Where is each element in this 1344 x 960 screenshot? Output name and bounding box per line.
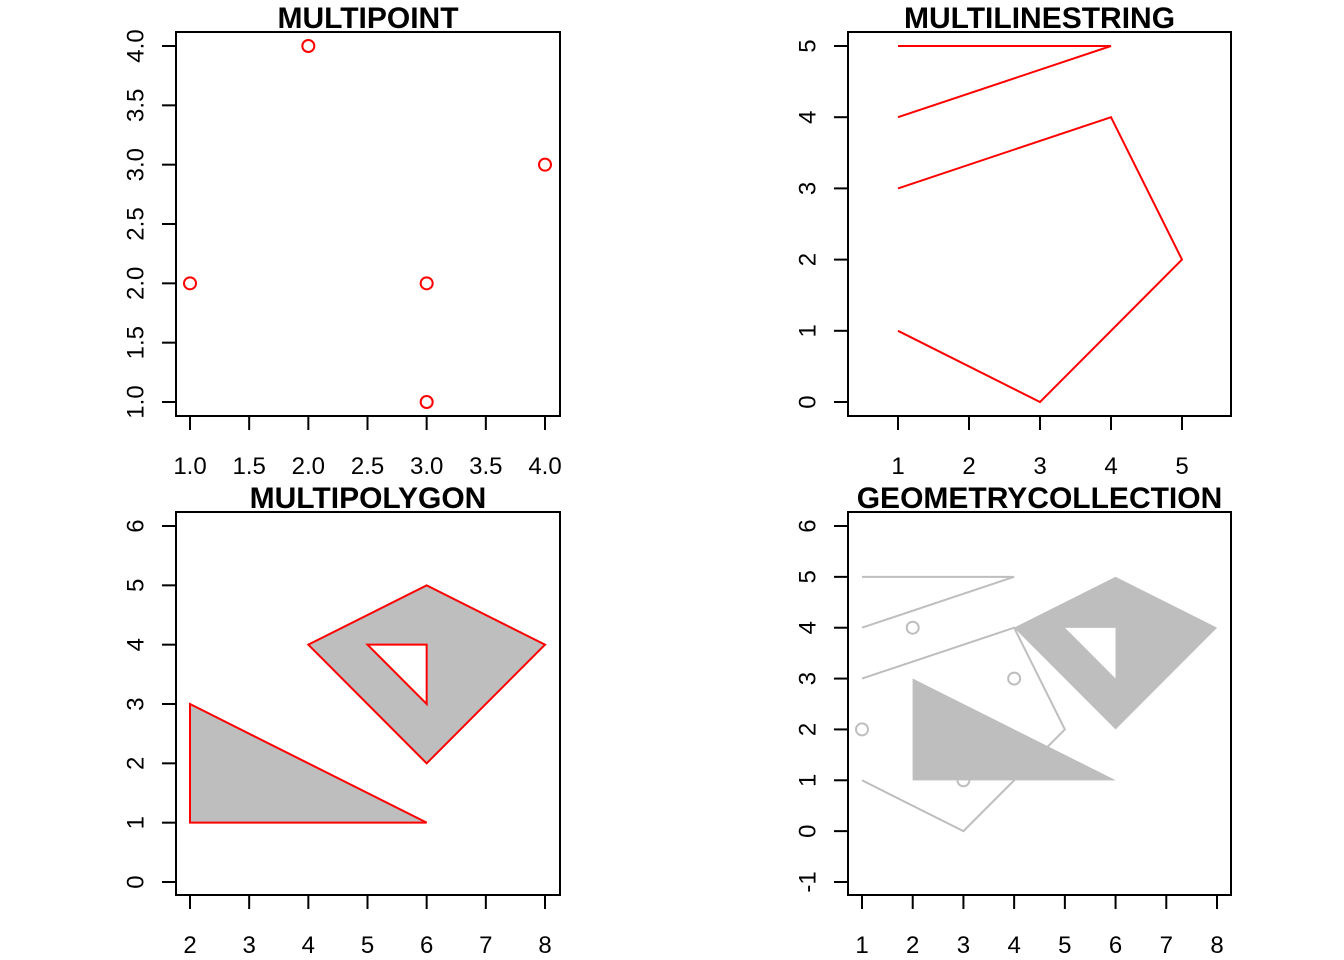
polygon [306,584,547,765]
plot-frame [847,511,1232,896]
y-axis: -1 0 1 2 3 4 5 6 [795,519,849,893]
plot-frame [175,31,561,417]
y-tick-label: 4 [123,638,150,651]
x-tick-label: 3 [242,932,255,959]
y-tick-label: 6 [795,519,822,532]
y-tick-label: -1 [795,871,822,892]
data-point [855,722,869,737]
x-tick-label: 2 [906,932,919,959]
x-tick-label: 5 [1058,932,1071,959]
plot-area [897,45,1184,404]
y-tick-label: 3 [795,182,822,195]
data-point [419,395,434,409]
y-tick-label: 4.0 [123,29,150,62]
plot-area [855,575,1217,833]
y-tick-label: 4 [795,111,822,124]
linestring [897,115,1184,404]
y-tick-label: 5 [795,39,822,52]
x-tick-label: 1.0 [173,453,206,480]
x-tick-label: 4 [302,932,315,959]
panel-multilinestring: 1 2 3 4 5 0 1 2 3 4 5 MULTILINESTRING [795,2,1232,480]
y-tick-label: 3 [123,697,150,710]
data-point [905,620,920,635]
y-axis: 1.0 1.5 2.0 2.5 3.0 3.5 4.0 [123,29,177,419]
linestring [897,45,1112,119]
x-tick-label: 5 [1175,453,1188,480]
y-axis: 0 1 2 3 4 5 6 [123,519,177,889]
y-tick-label: 1.5 [123,326,150,359]
x-tick-label: 2 [962,453,975,480]
y-tick-label: 2 [795,723,822,736]
data-point [183,276,197,291]
y-tick-label: 5 [123,579,150,592]
y-tick-label: 6 [123,519,150,532]
x-tick-label: 3.0 [410,453,443,480]
data-point [419,276,434,291]
x-tick-label: 1.5 [232,453,265,480]
x-tick-label: 2 [183,932,196,959]
y-tick-label: 1 [795,324,822,337]
x-tick-label: 5 [361,932,374,959]
panel-multipolygon: 2 3 4 5 6 7 8 0 1 2 3 4 5 6 MULTIPOLYGON [123,482,561,959]
x-tick-label: 2.0 [292,453,325,480]
polygon [189,702,428,824]
panel-title: MULTIPOLYGON [250,482,487,515]
linestring [861,626,1067,833]
y-tick-label: 0 [123,875,150,888]
x-tick-label: 7 [479,932,492,959]
x-tick-label: 3 [1033,453,1046,480]
y-tick-label: 4 [795,621,822,634]
y-tick-label: 1.0 [123,385,150,418]
x-tick-label: 2.5 [351,453,384,480]
panel-title: MULTIPOINT [277,2,458,35]
x-axis: 1 2 3 4 5 6 7 8 [855,894,1224,959]
y-tick-label: 1 [123,816,150,829]
y-tick-label: 2.0 [123,267,150,300]
data-point [301,39,316,53]
x-tick-label: 8 [1210,932,1223,959]
plot-area [183,39,552,409]
panel-title: MULTILINESTRING [904,2,1175,35]
x-axis: 1 2 3 4 5 [891,415,1189,480]
x-tick-label: 6 [1109,932,1122,959]
x-axis: 1.0 1.5 2.0 2.5 3.0 3.5 4.0 [173,415,562,480]
x-tick-label: 4.0 [528,453,561,480]
x-tick-label: 8 [538,932,551,959]
x-tick-label: 7 [1160,932,1173,959]
x-tick-label: 3 [957,932,970,959]
x-axis: 2 3 4 5 6 7 8 [183,894,552,959]
x-tick-label: 3.5 [469,453,502,480]
y-tick-label: 2 [795,253,822,266]
x-tick-label: 1 [855,932,868,959]
panel-multipoint: 1.0 1.5 2.0 2.5 3.0 3.5 4.0 1.0 1.5 2.0 2.5 3.0 3.5 4… [123,2,562,480]
y-tick-label: 0 [795,824,822,837]
polygon [1014,576,1217,730]
x-tick-label: 4 [1007,932,1020,959]
x-tick-label: 6 [420,932,433,959]
x-tick-label: 1 [891,453,904,480]
plot-frame [847,31,1232,417]
y-tick-label: 1 [795,774,822,787]
panel-title: GEOMETRYCOLLECTION [857,482,1223,515]
x-tick-label: 4 [1104,453,1117,480]
y-tick-label: 0 [795,395,822,408]
data-point [1007,671,1022,686]
polygon [912,678,1116,781]
panel-geometrycollection: 1 2 3 4 5 6 7 8 -1 0 1 2 3 4 5 6 GEOMETRYCOLLECTION [795,482,1232,959]
y-tick-label: 3.0 [123,148,150,181]
y-tick-label: 5 [795,570,822,583]
y-tick-label: 3 [795,672,822,685]
y-tick-label: 2.5 [123,207,150,240]
y-axis: 0 1 2 3 4 5 [795,39,849,409]
linestring [861,575,1015,629]
y-tick-label: 3.5 [123,89,150,122]
data-point [538,157,552,172]
plot-area [189,584,547,824]
y-tick-label: 2 [123,757,150,770]
